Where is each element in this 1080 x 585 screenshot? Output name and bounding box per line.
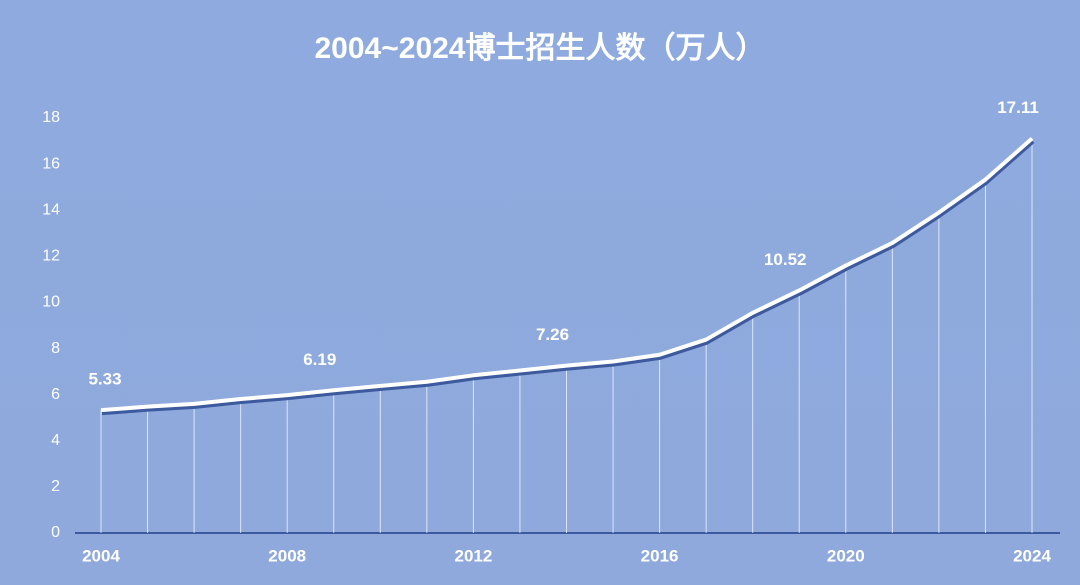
y-tick-label: 6 bbox=[51, 386, 60, 403]
x-tick-label: 2004 bbox=[82, 546, 120, 565]
x-tick-label: 2020 bbox=[827, 546, 865, 565]
x-tick-label: 2012 bbox=[454, 546, 492, 565]
value-label: 7.26 bbox=[536, 325, 569, 344]
value-label: 5.33 bbox=[88, 370, 121, 389]
line bbox=[100, 137, 1034, 413]
value-label: 6.19 bbox=[303, 350, 336, 369]
y-tick-label: 14 bbox=[42, 201, 60, 218]
y-tick-label: 12 bbox=[42, 248, 60, 265]
value-label: 17.11 bbox=[997, 98, 1039, 117]
chart-title: 2004~2024博士招生人数（万人） bbox=[315, 31, 766, 65]
x-tick-label: 2024 bbox=[1013, 546, 1051, 565]
y-tick-label: 2 bbox=[51, 478, 60, 495]
y-tick-label: 10 bbox=[42, 294, 60, 311]
y-tick-label: 4 bbox=[51, 432, 60, 449]
line-shadow bbox=[101, 140, 1035, 416]
y-tick-label: 8 bbox=[51, 340, 60, 357]
x-tick-label: 2016 bbox=[641, 546, 679, 565]
y-tick-label: 18 bbox=[42, 109, 60, 126]
value-label: 10.52 bbox=[764, 250, 807, 269]
y-tick-label: 16 bbox=[42, 155, 60, 172]
x-tick-label: 2008 bbox=[268, 546, 306, 565]
y-tick-label: 0 bbox=[51, 524, 60, 541]
